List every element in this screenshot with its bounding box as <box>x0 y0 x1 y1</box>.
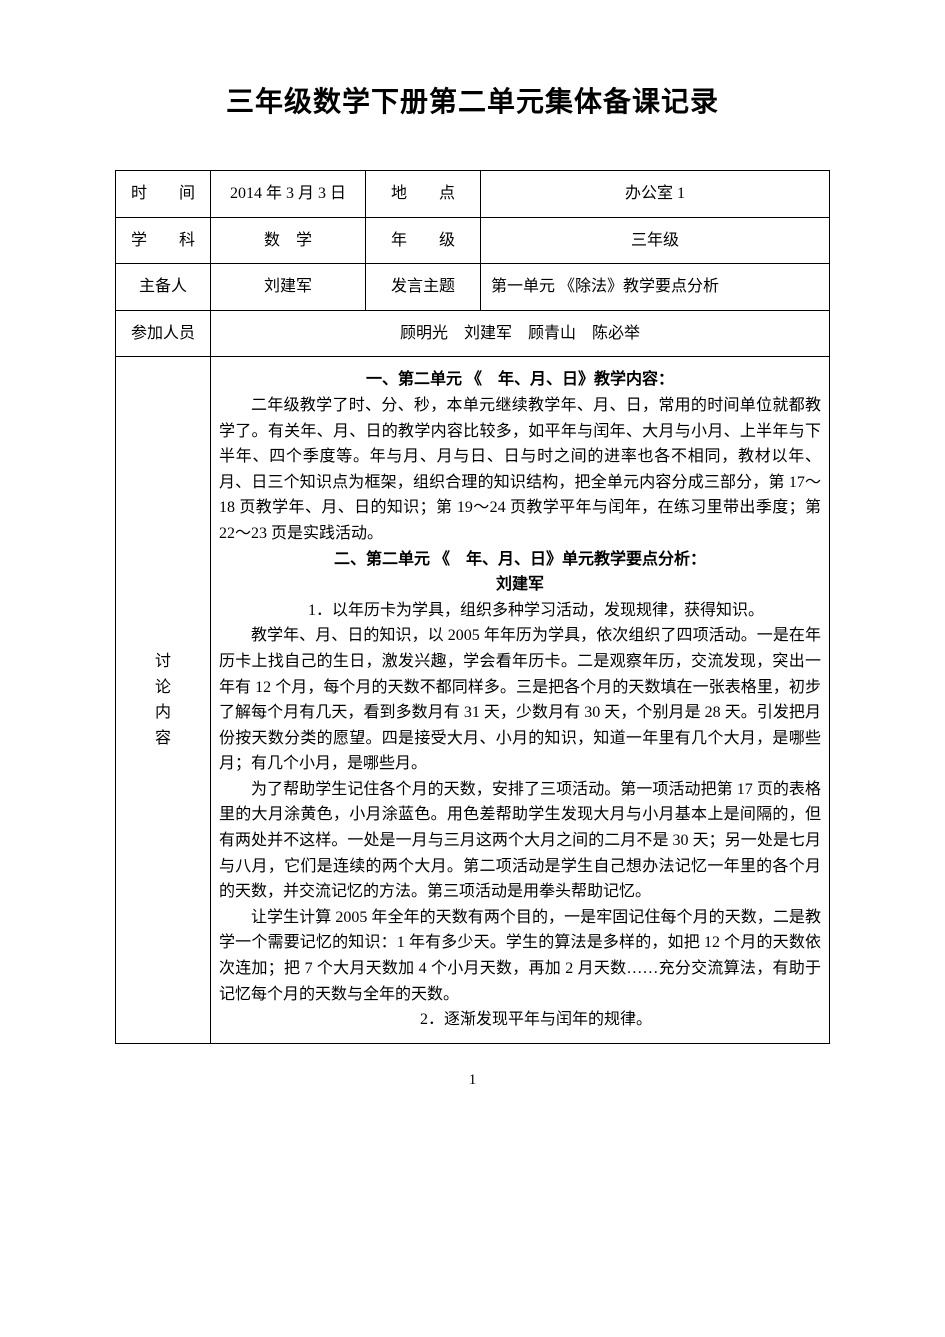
vert-char: 容 <box>155 730 171 747</box>
value-participants: 顾明光 刘建军 顾青山 陈必举 <box>211 310 830 357</box>
table-row: 参加人员 顾明光 刘建军 顾青山 陈必举 <box>116 310 830 357</box>
label-time: 时 间 <box>116 171 211 218</box>
vert-char: 讨 <box>155 653 171 670</box>
vert-char: 论 <box>155 679 171 696</box>
section-1-heading: 一、第二单元 《 年、月、日》教学内容： <box>219 367 821 393</box>
value-grade: 三年级 <box>481 217 830 264</box>
section-2-item1-p3: 让学生计算 2005 年全年的天数有两个目的，一是牢固记住每个月的天数，二是教学… <box>219 905 821 1007</box>
value-topic: 第一单元 《除法》教学要点分析 <box>481 264 830 311</box>
label-discussion-content: 讨 论 内 容 <box>116 357 211 1043</box>
table-row: 学 科 数 学 年 级 三年级 <box>116 217 830 264</box>
section-2-name: 刘建军 <box>219 572 821 598</box>
section-2-item1-p1: 教学年、月、日的知识，以 2005 年年历为学具，依次组织了四项活动。一是在年历… <box>219 623 821 777</box>
label-participants: 参加人员 <box>116 310 211 357</box>
section-2-item1-head: 1．以年历卡为学具，组织多种学习活动，发现规律，获得知识。 <box>219 598 821 624</box>
vert-char: 内 <box>155 704 171 721</box>
label-main-preparer: 主备人 <box>116 264 211 311</box>
section-1-paragraph: 二年级教学了时、分、秒，本单元继续教学年、月、日，常用的时间单位就都教学了。有关… <box>219 393 821 547</box>
page-number: 1 <box>115 1072 830 1089</box>
label-topic: 发言主题 <box>366 264 481 311</box>
table-row-discussion: 讨 论 内 容 一、第二单元 《 年、月、日》教学内容： 二年级教学了时、分、秒… <box>116 357 830 1043</box>
discussion-content: 一、第二单元 《 年、月、日》教学内容： 二年级教学了时、分、秒，本单元继续教学… <box>211 357 830 1043</box>
table-row: 时 间 2014 年 3 月 3 日 地 点 办公室 1 <box>116 171 830 218</box>
label-grade: 年 级 <box>366 217 481 264</box>
record-table: 时 间 2014 年 3 月 3 日 地 点 办公室 1 学 科 数 学 年 级… <box>115 170 830 1044</box>
section-2-item1-p2: 为了帮助学生记住各个月的天数，安排了三项活动。第一项活动把第 17 页的表格里的… <box>219 777 821 905</box>
section-2-item2-head: 2．逐渐发现平年与闰年的规律。 <box>219 1007 821 1033</box>
value-time: 2014 年 3 月 3 日 <box>211 171 366 218</box>
label-subject: 学 科 <box>116 217 211 264</box>
value-subject: 数 学 <box>211 217 366 264</box>
document-page: 三年级数学下册第二单元集体备课记录 时 间 2014 年 3 月 3 日 地 点… <box>0 0 945 1129</box>
value-place: 办公室 1 <box>481 171 830 218</box>
section-2-heading: 二、第二单元 《 年、月、日》单元教学要点分析： <box>219 547 821 573</box>
value-main-preparer: 刘建军 <box>211 264 366 311</box>
label-place: 地 点 <box>366 171 481 218</box>
page-title: 三年级数学下册第二单元集体备课记录 <box>115 80 830 120</box>
table-row: 主备人 刘建军 发言主题 第一单元 《除法》教学要点分析 <box>116 264 830 311</box>
